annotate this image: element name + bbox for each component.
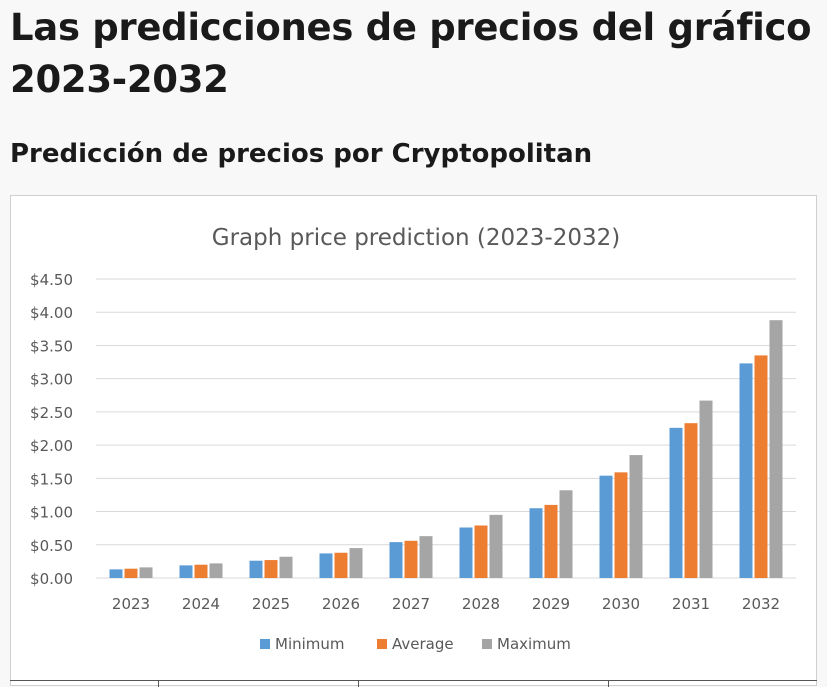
bar-minimum-2027 bbox=[389, 542, 403, 578]
bar-average-2028 bbox=[474, 525, 488, 578]
bar-average-2027 bbox=[404, 540, 418, 578]
bar-average-2030 bbox=[614, 472, 628, 578]
legend-label-minimum: Minimum bbox=[275, 635, 345, 653]
x-tick-label: 2024 bbox=[182, 595, 220, 613]
bar-maximum-2028 bbox=[489, 514, 503, 578]
bar-minimum-2025 bbox=[249, 560, 263, 578]
x-tick-label: 2023 bbox=[112, 595, 150, 613]
x-tick-label: 2031 bbox=[672, 595, 710, 613]
legend-swatch-minimum bbox=[260, 639, 270, 649]
x-tick-label: 2032 bbox=[742, 595, 780, 613]
bar-minimum-2023 bbox=[109, 569, 123, 578]
chart-title: Graph price prediction (2023-2032) bbox=[212, 225, 620, 251]
y-tick-label: $3.00 bbox=[30, 371, 73, 389]
bar-maximum-2029 bbox=[559, 490, 573, 578]
bar-average-2024 bbox=[194, 564, 208, 578]
legend-swatch-maximum bbox=[482, 639, 492, 649]
y-tick-label: $0.50 bbox=[30, 537, 73, 555]
bar-maximum-2024 bbox=[209, 563, 223, 578]
y-tick-label: $0.00 bbox=[30, 570, 73, 588]
x-axis-ticks: 2023 2024 2025 2026 2027 2028 2029 2030 2031 2032 bbox=[112, 595, 780, 613]
legend-swatch-average bbox=[377, 639, 387, 649]
x-tick-label: 2029 bbox=[532, 595, 570, 613]
chart-container: Graph price prediction (2023-2032) $0.00… bbox=[10, 195, 817, 686]
y-tick-label: $1.50 bbox=[30, 470, 73, 488]
bar-average-2025 bbox=[264, 560, 278, 578]
bar-maximum-2027 bbox=[419, 536, 433, 578]
y-tick-label: $4.50 bbox=[30, 271, 73, 289]
y-tick-label: $3.50 bbox=[30, 337, 73, 355]
bar-minimum-2032 bbox=[739, 363, 753, 578]
bar-average-2029 bbox=[544, 504, 558, 578]
y-tick-label: $1.00 bbox=[30, 504, 73, 522]
bar-maximum-2031 bbox=[699, 400, 713, 578]
bar-minimum-2026 bbox=[319, 553, 333, 578]
page-title: Las predicciones de precios del gráfico … bbox=[10, 6, 812, 101]
table-border bbox=[10, 680, 817, 687]
x-tick-label: 2026 bbox=[322, 595, 360, 613]
y-axis-ticks: $0.00 $0.50 $1.00 $1.50 $2.00 $2.50 $3.00 $3.50… bbox=[30, 271, 73, 588]
bar-minimum-2029 bbox=[529, 508, 543, 578]
x-tick-label: 2025 bbox=[252, 595, 290, 613]
legend: Minimum Average Maximum bbox=[260, 635, 571, 653]
y-tick-label: $2.50 bbox=[30, 404, 73, 422]
bar-average-2032 bbox=[754, 355, 768, 578]
bar-maximum-2030 bbox=[629, 455, 643, 578]
bar-maximum-2025 bbox=[279, 556, 293, 578]
bars bbox=[109, 320, 783, 578]
page-subtitle: Predicción de precios por Cryptopolitan bbox=[10, 139, 593, 169]
bar-minimum-2030 bbox=[599, 475, 613, 578]
y-tick-label: $4.00 bbox=[30, 304, 73, 322]
bar-average-2031 bbox=[684, 423, 698, 578]
bar-minimum-2028 bbox=[459, 527, 473, 578]
bar-maximum-2026 bbox=[349, 548, 363, 578]
bar-average-2023 bbox=[124, 568, 138, 578]
legend-label-average: Average bbox=[392, 635, 454, 653]
y-tick-label: $2.00 bbox=[30, 437, 73, 455]
bar-maximum-2032 bbox=[769, 320, 783, 578]
bar-minimum-2024 bbox=[179, 565, 193, 578]
bar-average-2026 bbox=[334, 552, 348, 578]
bar-maximum-2023 bbox=[139, 567, 153, 578]
x-tick-label: 2028 bbox=[462, 595, 500, 613]
x-tick-label: 2027 bbox=[392, 595, 430, 613]
gridlines bbox=[96, 278, 796, 579]
bar-minimum-2031 bbox=[669, 427, 683, 578]
bar-chart: Graph price prediction (2023-2032) $0.00… bbox=[30, 225, 796, 653]
legend-label-maximum: Maximum bbox=[497, 635, 571, 653]
x-tick-label: 2030 bbox=[602, 595, 640, 613]
